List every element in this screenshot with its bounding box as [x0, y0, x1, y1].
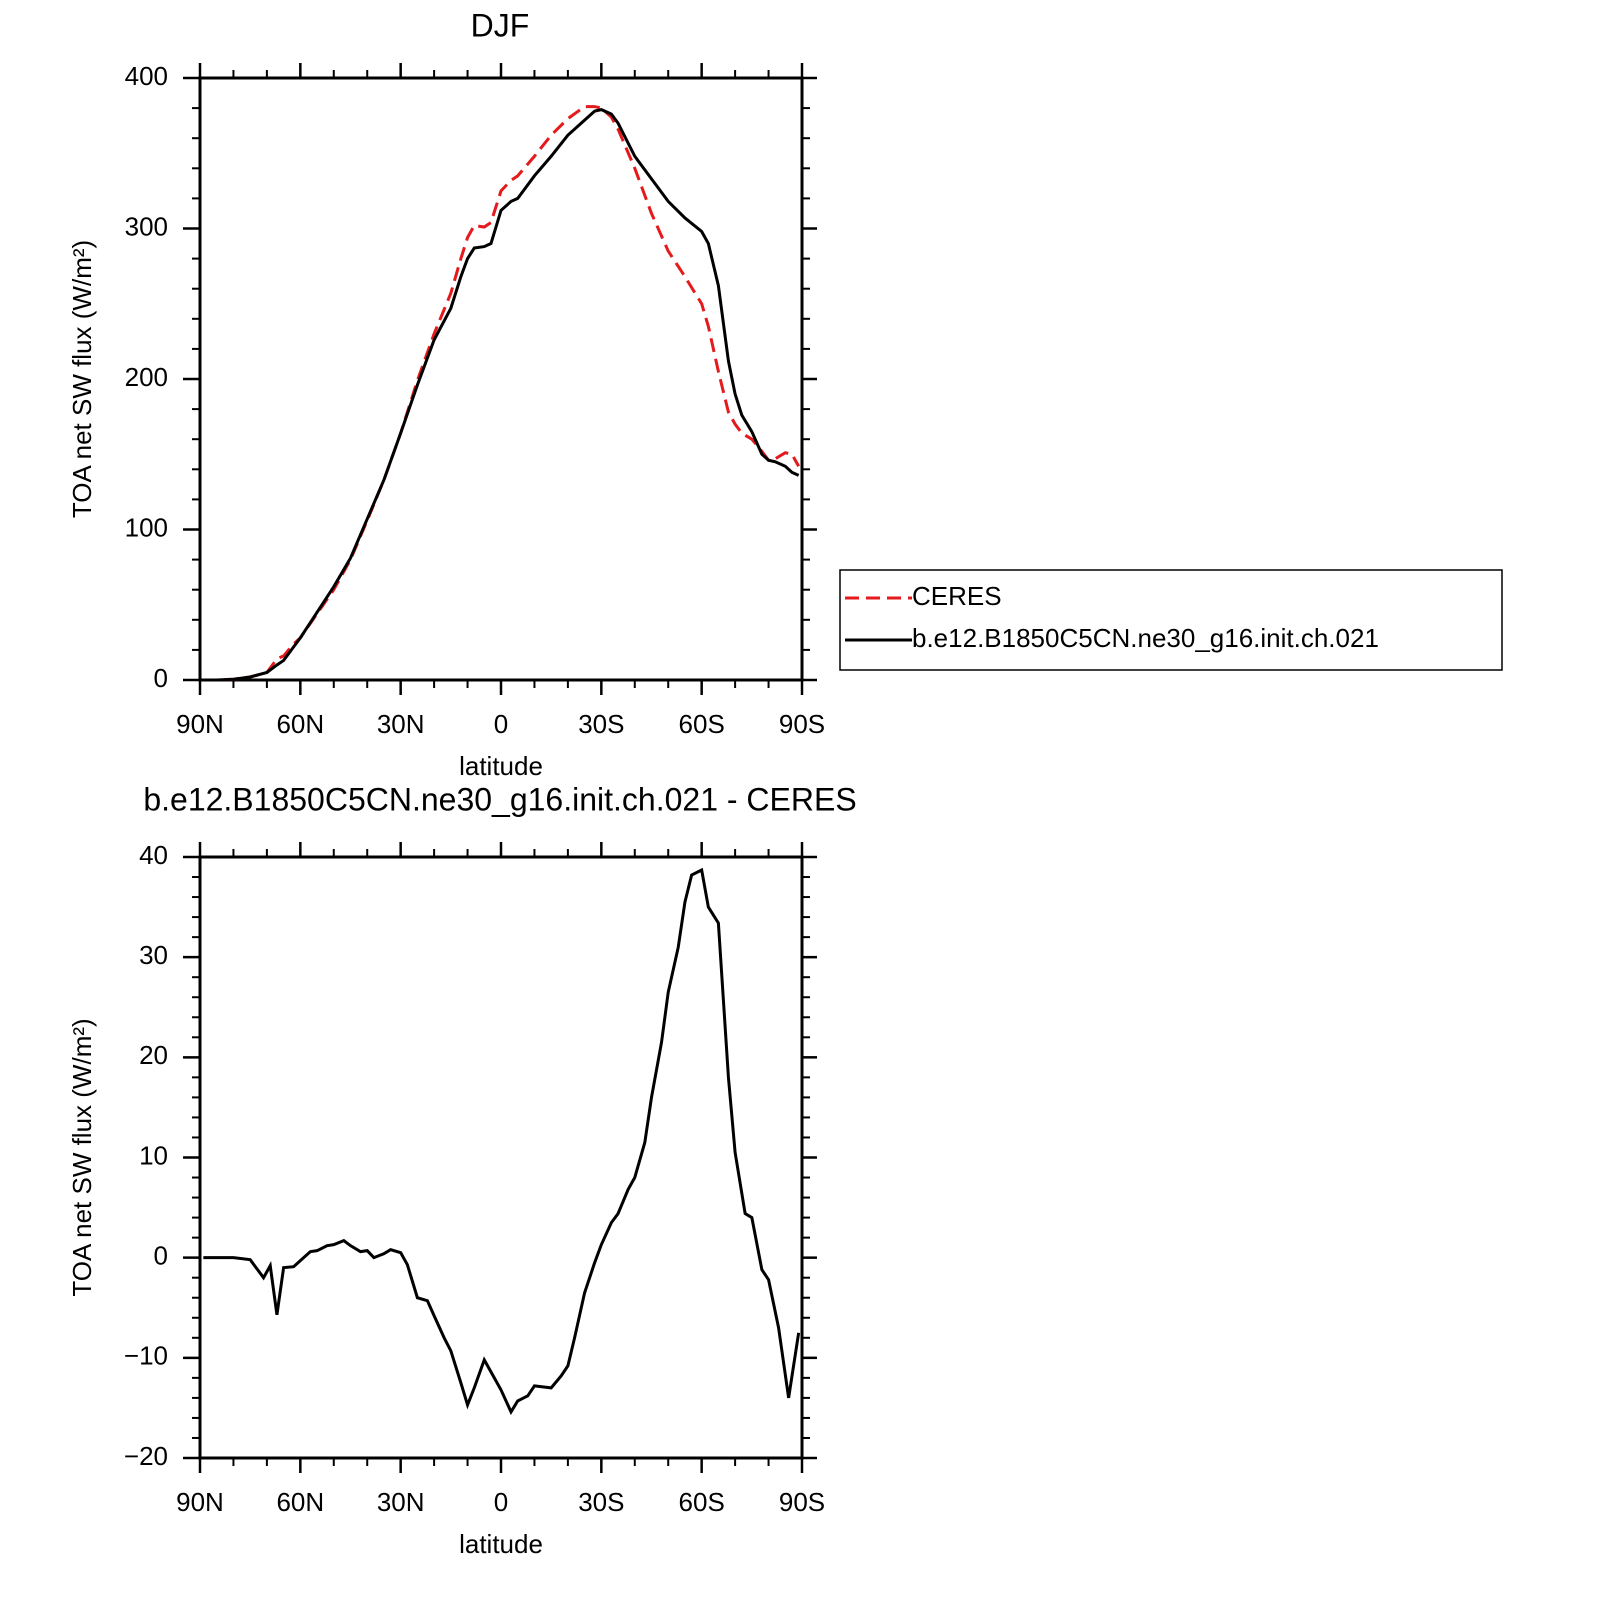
- y-tick-label: 300: [125, 211, 168, 241]
- plot-frame: [198, 855, 804, 1460]
- y-tick-label: 200: [125, 362, 168, 392]
- x-axis-label: latitude: [459, 1529, 543, 1559]
- x-tick-label: 0: [494, 1487, 508, 1517]
- chart-title: b.e12.B1850C5CN.ne30_g16.init.ch.021 - C…: [143, 781, 856, 817]
- x-tick-label: 30S: [578, 709, 624, 739]
- chart-title: DJF: [471, 7, 530, 43]
- x-tick-label: 0: [494, 709, 508, 739]
- x-tick-label: 90S: [779, 1487, 825, 1517]
- y-tick-label: 10: [139, 1140, 168, 1170]
- x-tick-label: 30S: [578, 1487, 624, 1517]
- x-tick-label: 90N: [176, 709, 224, 739]
- plot-frame: [198, 76, 804, 682]
- x-tick-label: 30N: [377, 1487, 425, 1517]
- y-tick-label: 20: [139, 1040, 168, 1070]
- y-axis-label: TOA net SW flux (W/m²): [67, 240, 97, 518]
- y-axis-label: TOA net SW flux (W/m²): [67, 1018, 97, 1296]
- x-tick-label: 90N: [176, 1487, 224, 1517]
- y-tick-label: 0: [154, 1241, 168, 1271]
- y-tick-label: 0: [154, 663, 168, 693]
- y-tick-label: 30: [139, 940, 168, 970]
- x-axis-label: latitude: [459, 751, 543, 781]
- legend-box: [839, 569, 1503, 671]
- legend-label: CERES: [912, 581, 1002, 611]
- data-line: [203, 105, 800, 682]
- y-tick-label: 400: [125, 61, 168, 91]
- x-tick-label: 60S: [679, 709, 725, 739]
- x-tick-label: 90S: [779, 709, 825, 739]
- y-tick-label: 100: [125, 512, 168, 542]
- y-tick-label: −10: [124, 1341, 168, 1371]
- x-tick-label: 30N: [377, 709, 425, 739]
- x-tick-label: 60S: [679, 1487, 725, 1517]
- data-line: [203, 108, 800, 682]
- x-tick-label: 60N: [276, 1487, 324, 1517]
- data-line: [203, 867, 801, 1416]
- y-tick-label: −20: [124, 1441, 168, 1471]
- x-tick-label: 60N: [276, 709, 324, 739]
- legend-label: b.e12.B1850C5CN.ne30_g16.init.ch.021: [912, 623, 1379, 653]
- y-tick-label: 40: [139, 840, 168, 870]
